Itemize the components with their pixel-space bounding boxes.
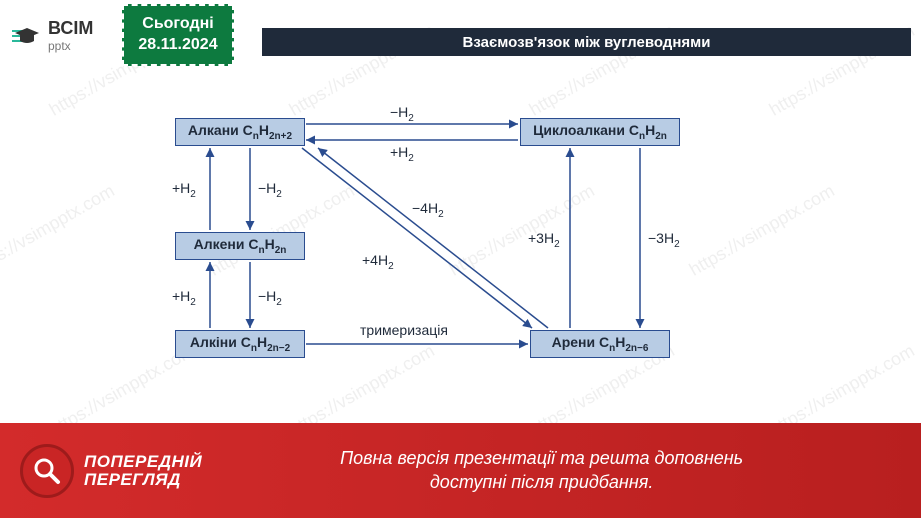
logo-icon xyxy=(12,25,42,47)
label-left2-plus-h2: +H2 xyxy=(172,288,196,308)
watermark: https://vsimpptx.com xyxy=(206,180,359,280)
node-cycloalkany: Циклоалкани CnH2n xyxy=(520,118,680,146)
magnifier-icon xyxy=(20,444,74,498)
watermark: https://vsimpptx.com xyxy=(0,180,118,280)
label-left1-plus-h2: +H2 xyxy=(172,180,196,200)
node-areny-label: Арени CnH2n−6 xyxy=(552,334,649,354)
footer-line1: Повна версія презентації та решта доповн… xyxy=(202,447,881,470)
logo-bottom: pptx xyxy=(48,39,71,53)
label-top-minus-h2: −H2 xyxy=(390,104,414,124)
label-minus-3h2: −3H2 xyxy=(648,230,680,250)
header-title: Взаємозв'язок між вуглеводнями xyxy=(262,28,911,56)
node-alkeny: Алкени CnH2n xyxy=(175,232,305,260)
logo-text: ВСІМ pptx xyxy=(48,20,93,52)
label-trimer: тримеризація xyxy=(360,322,448,338)
watermark: https://vsimpptx.com xyxy=(446,180,599,280)
node-alkany-label: Алкани CnH2n+2 xyxy=(188,122,292,142)
label-left1-minus-h2: −H2 xyxy=(258,180,282,200)
preview-badge: ПОПЕРЕДНІЙ ПЕРЕГЛЯД xyxy=(20,444,202,498)
label-plus-3h2: +3H2 xyxy=(528,230,560,250)
date-badge: Сьогодні 28.11.2024 xyxy=(122,4,234,66)
date-label: Сьогодні xyxy=(142,14,213,35)
label-left2-minus-h2: −H2 xyxy=(258,288,282,308)
diagram-arrows xyxy=(0,0,921,450)
label-minus-4h2: −4H2 xyxy=(412,200,444,220)
watermark: https://vsimpptx.com xyxy=(686,180,839,280)
node-alkiny-label: Алкіни CnH2n−2 xyxy=(190,334,290,354)
logo-top: ВСІМ xyxy=(48,18,93,38)
date-value: 28.11.2024 xyxy=(138,35,217,56)
node-alkeny-label: Алкени CnH2n xyxy=(194,236,287,256)
node-areny: Арени CnH2n−6 xyxy=(530,330,670,358)
label-plus-4h2: +4H2 xyxy=(362,252,394,272)
node-alkiny: Алкіни CnH2n−2 xyxy=(175,330,305,358)
logo: ВСІМ pptx xyxy=(12,20,93,52)
footer-line2: доступні після придбання. xyxy=(202,471,881,494)
preview-label: ПОПЕРЕДНІЙ ПЕРЕГЛЯД xyxy=(84,453,202,489)
node-cycloalkany-label: Циклоалкани CnH2n xyxy=(533,122,667,142)
preview-line1: ПОПЕРЕДНІЙ xyxy=(84,453,202,471)
footer-text: Повна версія презентації та решта доповн… xyxy=(202,447,921,494)
node-alkany: Алкани CnH2n+2 xyxy=(175,118,305,146)
preview-line2: ПЕРЕГЛЯД xyxy=(84,471,202,489)
label-top-plus-h2: +H2 xyxy=(390,144,414,164)
footer: ПОПЕРЕДНІЙ ПЕРЕГЛЯД Повна версія презент… xyxy=(0,423,921,518)
